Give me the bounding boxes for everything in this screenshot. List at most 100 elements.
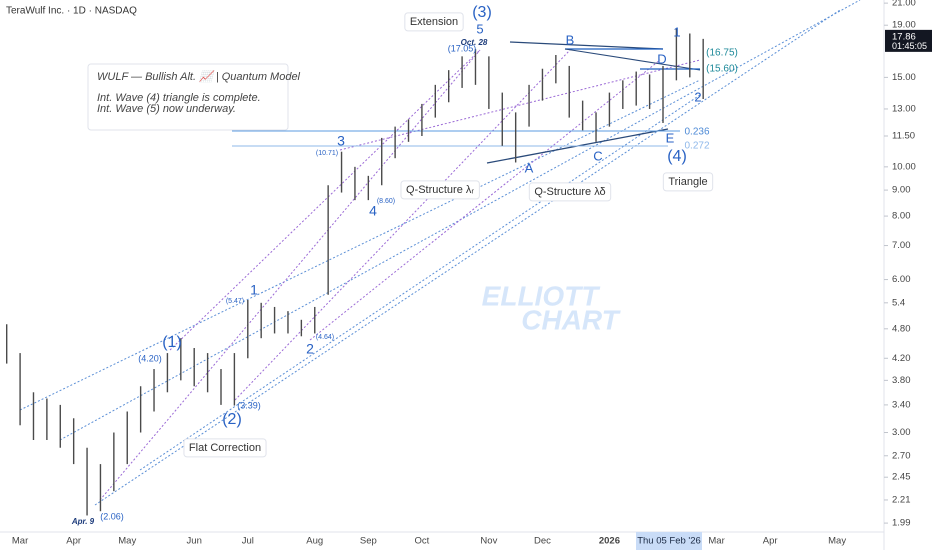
wave-label: (4.20) [138,353,162,363]
boxed-label: Flat Correction [189,442,261,454]
y-tick-label: 1.99 [892,518,911,529]
wave-label: (2) [222,411,242,428]
wave-label: 1 [673,24,680,39]
wave-label: C [593,148,602,163]
trendline [19,79,701,411]
wave-label: (17.05) [448,43,477,53]
boxed-label: Q-Structure λᵣ [406,184,474,196]
triangle-line [564,48,701,71]
y-tick-label: 2.70 [892,450,911,461]
x-tick-label: 2026 [599,536,620,547]
y-tick-label: 15.00 [892,72,916,83]
wave-label: 0.272 [684,141,709,152]
x-tick-label: Mar [708,536,724,547]
x-tick-label: Aug [306,536,323,547]
wave-label: (4) [667,148,687,165]
info-line: Int. Wave (4) triangle is complete. [97,92,261,104]
y-tick-label: 4.20 [892,353,911,364]
label-box [400,180,480,200]
countdown: 01:45:05 [892,41,927,51]
x-tick-label: Jul [242,536,254,547]
boxed-label: Q-Structure λδ [534,186,605,198]
y-tick-label: 2.45 [892,472,911,483]
trendline [94,9,841,506]
x-tick-label: Sep [360,536,377,547]
y-tick-label: 10.00 [892,161,916,172]
label-box [183,438,267,458]
trendlines [19,0,861,506]
x-tick-label: May [118,536,136,547]
x-tick-label: Mar [12,536,28,547]
wave-label: D [657,51,666,66]
wave-label: (16.75) [706,48,738,59]
label-box [662,172,714,192]
y-tick-label: 9.00 [892,185,911,196]
wave-label: (15.60) [706,64,738,75]
y-tick-label: 6.00 [892,274,911,285]
boxed-label: Extension [410,16,458,28]
watermark: ELLIOTT [482,280,602,311]
wave-label: 2 [306,341,314,357]
y-tick-label: 3.00 [892,427,911,438]
cursor-date-box [636,532,702,550]
wave-label: (10.71) [316,150,338,157]
wave-label: Oct. 28 [461,38,488,47]
wave-label: (1) [162,334,182,351]
info-box [87,63,289,131]
wave-label: Apr. 9 [71,517,95,526]
x-tick-label: Dec [534,536,551,547]
wave-label: (4.64) [316,334,334,341]
info-line: Int. Wave (5) now underway. [97,103,236,115]
x-tick-label: Nov [480,536,497,547]
trendline [234,49,571,401]
trendline [339,59,701,151]
trendline [309,59,661,341]
wave-label: E [666,130,675,145]
y-tick-label: 11.50 [892,131,915,142]
price-axis [884,0,932,550]
wave-label: 0.236 [684,127,709,138]
x-tick-label: Apr [66,536,81,547]
price-bars [5,28,704,516]
wave-label: 3 [337,133,345,149]
label-box [404,12,464,32]
cursor-date: Thu 05 Feb '26 [637,536,701,547]
boxed-label: Triangle [668,176,707,188]
x-tick-label: Oct [415,536,430,547]
label-box [528,182,612,202]
wave-label: (2.06) [100,511,124,521]
y-tick-label: 5.4 [892,297,905,308]
axes: 21.0019.0015.0013.0011.5010.009.008.007.… [12,0,932,550]
info-title: WULF — Bullish Alt. 📈 | Quantum Model [97,70,301,83]
wave-label: (3) [472,4,492,21]
y-tick-label: 13.00 [892,103,916,114]
x-tick-label: Jun [187,536,202,547]
header: TeraWulf Inc. · 1D · NASDAQ [6,6,137,17]
wave-label: 4 [369,203,377,219]
y-tick-label: 21.00 [892,0,916,9]
wave-label: 5 [476,21,483,36]
y-tick-label: 2.21 [892,494,911,505]
y-tick-label: 7.00 [892,240,911,251]
trendline [139,94,701,471]
wave-label: A [525,160,534,175]
x-tick-label: May [828,536,846,547]
x-tick-label: Apr [763,536,778,547]
wave-label: (3.39) [237,400,261,410]
y-tick-label: 8.00 [892,211,911,222]
y-tick-label: 19.00 [892,20,916,31]
last-price: 17.86 [892,31,916,42]
watermark: CHART [521,304,621,335]
wave-label: 1 [250,282,258,298]
wave-label: B [566,32,575,47]
wave-label: (8.60) [377,198,395,205]
y-tick-label: 3.40 [892,399,911,410]
last-price-box [885,29,932,52]
triangle-line [509,41,664,50]
y-tick-label: 4.80 [892,323,911,334]
y-tick-label: 3.80 [892,375,911,386]
wave-label: (5.47) [226,298,244,305]
